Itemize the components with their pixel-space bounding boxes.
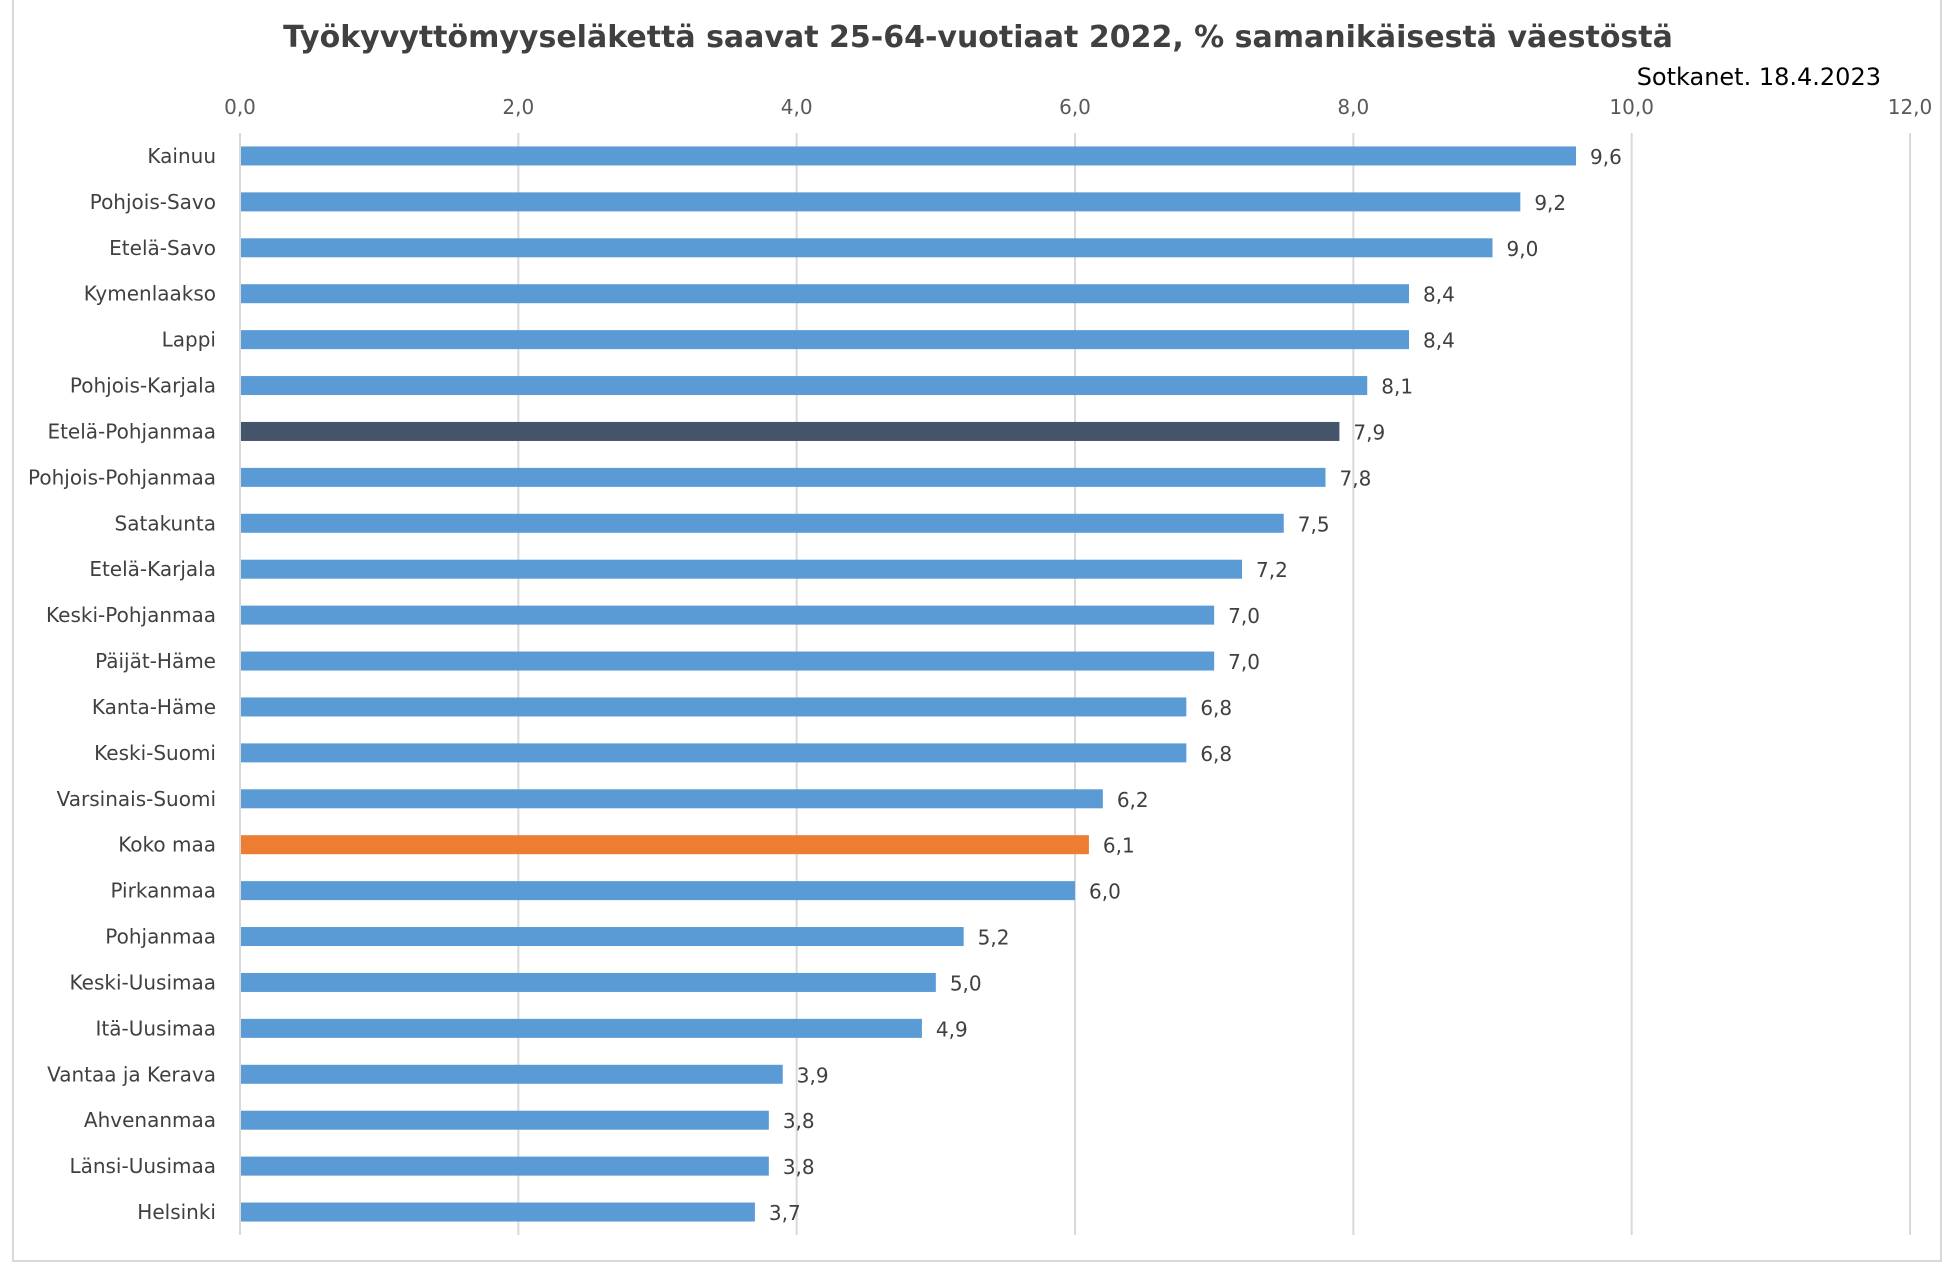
- chart-frame: [12, 0, 1942, 1262]
- bar: [240, 238, 1493, 258]
- category-label: Etelä-Karjala: [89, 557, 216, 581]
- data-label: 6,0: [1089, 880, 1121, 904]
- bar: [240, 1156, 769, 1176]
- x-tick-label: 6,0: [1059, 95, 1091, 119]
- category-label: Pohjois-Savo: [90, 190, 216, 214]
- data-label: 6,1: [1103, 834, 1135, 858]
- data-label: 7,5: [1298, 512, 1330, 536]
- category-label: Etelä-Pohjanmaa: [47, 419, 216, 443]
- category-label: Kainuu: [147, 144, 216, 168]
- category-label: Pohjois-Pohjanmaa: [28, 465, 216, 489]
- data-label: 7,0: [1228, 650, 1260, 674]
- bar: [240, 421, 1340, 441]
- data-label: 7,2: [1256, 558, 1288, 582]
- source-note: Sotkanet. 18.4.2023: [1636, 63, 1881, 91]
- category-label: Kymenlaakso: [84, 282, 216, 306]
- bar: [240, 376, 1368, 396]
- x-tick-label: 10,0: [1609, 95, 1654, 119]
- bar: [240, 1064, 783, 1084]
- x-tick-label: 4,0: [781, 95, 813, 119]
- data-label: 9,0: [1507, 237, 1539, 261]
- category-label: Itä-Uusimaa: [96, 1016, 217, 1040]
- data-label: 6,8: [1200, 742, 1232, 766]
- data-label: 3,8: [783, 1109, 815, 1133]
- bar: [240, 743, 1187, 763]
- category-label: Vantaa ja Kerava: [47, 1062, 216, 1086]
- data-label: 7,8: [1340, 466, 1372, 490]
- category-label: Keski-Uusimaa: [70, 970, 216, 994]
- bar: [240, 651, 1215, 671]
- bar: [240, 1202, 755, 1222]
- x-tick-label: 0,0: [224, 95, 256, 119]
- category-label: Varsinais-Suomi: [57, 787, 216, 811]
- bar: [240, 192, 1521, 212]
- bar: [240, 284, 1409, 304]
- category-label: Koko maa: [118, 833, 216, 857]
- data-label: 8,1: [1381, 375, 1413, 399]
- data-label: 6,2: [1117, 788, 1149, 812]
- category-label: Keski-Pohjanmaa: [46, 603, 216, 627]
- category-label: Satakunta: [115, 511, 216, 535]
- chart-title: Työkyvyttömyyseläkettä saavat 25-64-vuot…: [283, 20, 1673, 55]
- category-label: Lappi: [162, 328, 216, 352]
- data-label: 3,8: [783, 1155, 815, 1179]
- category-label: Etelä-Savo: [109, 236, 216, 260]
- data-label: 4,9: [936, 1017, 968, 1041]
- data-label: 9,2: [1534, 191, 1566, 215]
- category-label: Päijät-Häme: [95, 649, 216, 673]
- data-label: 3,7: [769, 1201, 801, 1225]
- bar: [240, 835, 1089, 855]
- bar: [240, 1018, 922, 1038]
- bar: [240, 605, 1215, 625]
- bar: [240, 789, 1103, 809]
- category-label: Keski-Suomi: [94, 741, 216, 765]
- x-tick-label: 12,0: [1888, 95, 1933, 119]
- bar: [240, 146, 1576, 166]
- category-label: Pirkanmaa: [110, 879, 216, 903]
- bar: [240, 559, 1242, 579]
- data-label: 5,0: [950, 971, 982, 995]
- category-label: Helsinki: [137, 1200, 216, 1224]
- bar: [240, 467, 1326, 487]
- bar: [240, 1110, 769, 1130]
- category-label: Länsi-Uusimaa: [69, 1154, 216, 1178]
- data-label: 5,2: [978, 926, 1010, 950]
- data-label: 8,4: [1423, 329, 1455, 353]
- bar: [240, 330, 1409, 350]
- category-label: Pohjois-Karjala: [70, 374, 216, 398]
- category-label: Kanta-Häme: [92, 695, 216, 719]
- data-label: 8,4: [1423, 283, 1455, 307]
- category-label: Pohjanmaa: [105, 925, 216, 949]
- x-tick-label: 2,0: [502, 95, 534, 119]
- data-label: 9,6: [1590, 145, 1622, 169]
- bar: [240, 697, 1187, 717]
- data-label: 7,0: [1228, 604, 1260, 628]
- category-label: Ahvenanmaa: [84, 1108, 216, 1132]
- bar: [240, 513, 1284, 533]
- data-label: 3,9: [797, 1063, 829, 1087]
- bar: [240, 972, 936, 992]
- bar: [240, 881, 1075, 901]
- data-label: 7,9: [1353, 420, 1385, 444]
- bar: [240, 927, 964, 947]
- x-tick-label: 8,0: [1337, 95, 1369, 119]
- data-label: 6,8: [1200, 696, 1232, 720]
